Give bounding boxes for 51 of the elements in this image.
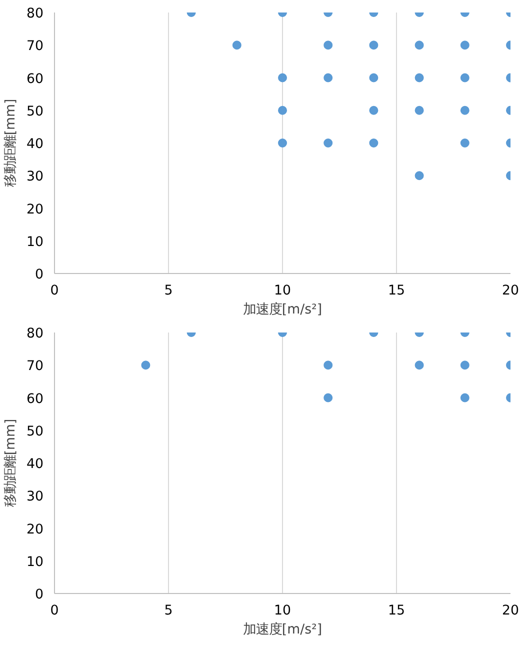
point: [414, 171, 424, 180]
y-tick-label: 60: [26, 392, 44, 407]
point: [369, 138, 378, 148]
point: [232, 40, 242, 50]
x-axis-title: 加速度[m/s²]: [242, 302, 322, 318]
point: [324, 40, 333, 50]
y-tick-label: 40: [26, 137, 44, 152]
y-tick-label: 0: [35, 588, 44, 602]
x-tick-label: 0: [50, 284, 59, 298]
point: [278, 106, 287, 115]
x-tick-label: 0: [50, 604, 59, 618]
point: [414, 106, 424, 115]
y-tick-label: 20: [26, 202, 44, 218]
y-tick-label: 30: [26, 490, 44, 505]
point: [369, 106, 378, 115]
y-tick-label: 50: [26, 424, 44, 440]
y-tick-label: 20: [26, 522, 44, 538]
point: [324, 138, 333, 148]
x-tick-label: 15: [388, 604, 405, 618]
y-tick-label: 70: [26, 359, 44, 374]
point: [278, 73, 287, 82]
x-tick-label: 5: [164, 284, 173, 298]
point: [460, 40, 470, 50]
y-tick-label: 80: [26, 326, 44, 342]
y-tick-label: 40: [26, 457, 44, 472]
x-tick-label: 15: [388, 284, 405, 298]
y-tick-label: 10: [26, 234, 44, 250]
point: [324, 73, 333, 82]
x-tick-label: 10: [274, 284, 291, 298]
y-tick-label: 10: [26, 554, 44, 570]
x-tick-label: 10: [274, 604, 291, 618]
y-axis-title: 移動距離[mm]: [4, 418, 19, 508]
x-tick-label: 20: [502, 284, 519, 298]
x-axis-title: 加速度[m/s²]: [242, 622, 322, 638]
point: [414, 73, 424, 82]
x-tick-label: 20: [502, 604, 519, 618]
y-tick-label: 30: [26, 170, 44, 185]
point: [414, 40, 424, 50]
y-tick-label: 80: [26, 6, 44, 22]
point: [278, 138, 287, 148]
x-tick-label: 5: [164, 604, 173, 618]
y-tick-label: 60: [26, 72, 44, 87]
point: [460, 73, 470, 82]
point: [460, 138, 470, 148]
y-tick-label: 0: [35, 268, 44, 282]
y-axis-title: 移動距離[mm]: [4, 98, 19, 188]
y-tick-label: 50: [26, 104, 44, 120]
point: [369, 40, 378, 50]
point: [460, 106, 470, 115]
y-tick-label: 70: [26, 39, 44, 54]
point: [369, 73, 378, 82]
